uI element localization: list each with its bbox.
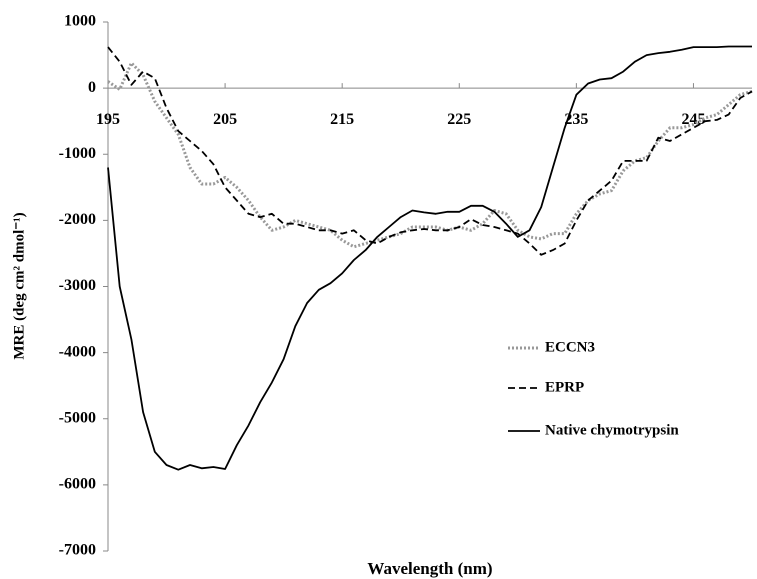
y-tick-label: -4000 [59, 343, 96, 360]
y-tick-label: -3000 [59, 277, 96, 294]
y-tick-label: -1000 [59, 145, 96, 162]
y-tick-label: -2000 [59, 211, 96, 228]
legend-label: EPRP [545, 379, 584, 395]
legend-label: Native chymotrypsin [545, 422, 679, 438]
x-tick-label: 235 [564, 111, 588, 128]
x-axis-title: Wavelength (nm) [367, 559, 492, 578]
x-tick-label: 225 [447, 111, 471, 128]
y-axis-title: MRE (deg cm² dmol⁻¹) [11, 212, 27, 359]
y-tick-label: -6000 [59, 476, 96, 493]
y-tick-label: -7000 [59, 542, 96, 559]
data-line [107, 61, 753, 249]
x-tick-label: 205 [213, 111, 237, 128]
x-tick-label: 195 [96, 111, 120, 128]
data-line [107, 46, 753, 256]
y-tick-label: 1000 [64, 13, 96, 30]
legend-label: ECCN3 [545, 339, 595, 355]
y-tick-label: 0 [88, 79, 96, 96]
x-tick-label: 215 [330, 111, 354, 128]
y-tick-label: -5000 [59, 409, 96, 426]
data-line [107, 45, 752, 471]
